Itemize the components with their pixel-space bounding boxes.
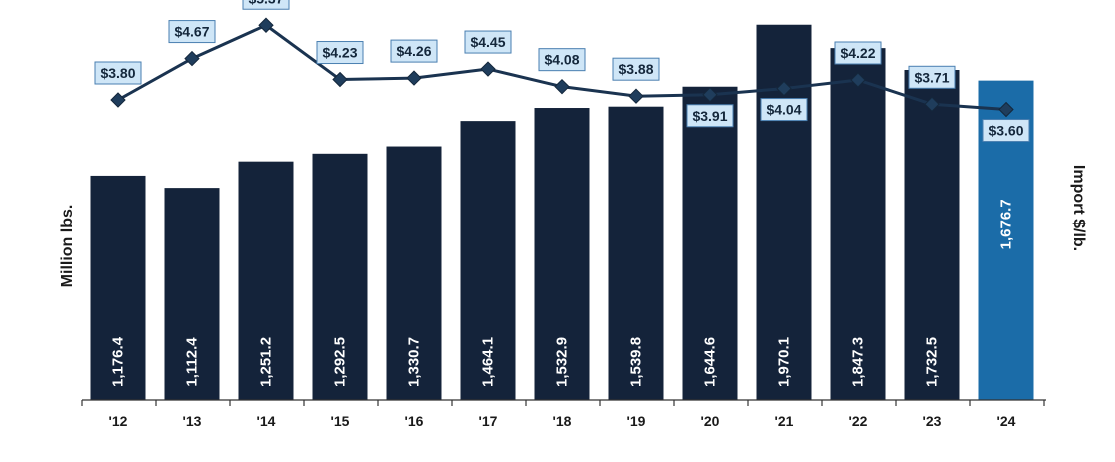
- bar-6: [534, 108, 590, 401]
- x-tick-label-10: '22: [849, 413, 868, 429]
- price-label-box-6: [538, 48, 586, 72]
- bar-7: [608, 106, 664, 400]
- price-label-6: $4.08: [544, 52, 579, 68]
- bar-0: [90, 175, 146, 400]
- price-label-box-12: [982, 119, 1030, 143]
- price-marker-9: [776, 80, 792, 97]
- price-label-4: $4.26: [396, 43, 431, 59]
- x-tick-label-12: '24: [997, 413, 1016, 429]
- price-marker-7: [628, 88, 644, 104]
- price-marker-11: [924, 96, 940, 112]
- price-label-box-1: [168, 20, 216, 44]
- price-marker-0: [110, 92, 126, 108]
- bar-value-label-8: 1,644.6: [702, 337, 719, 387]
- bar-value-label-3: 1,292.5: [332, 337, 349, 387]
- price-label-1: $4.67: [174, 24, 209, 40]
- price-label-box-11: [908, 65, 956, 89]
- price-label-box-9: [760, 98, 808, 122]
- price-label-7: $3.88: [618, 61, 653, 77]
- bar-value-label-9: 1,970.1: [776, 337, 793, 387]
- price-marker-3: [332, 71, 348, 88]
- bar-2: [238, 161, 294, 400]
- x-tick-label-8: '20: [701, 413, 720, 429]
- x-tick-label-2: '14: [257, 413, 276, 429]
- bar-value-label-0: 1,176.4: [110, 336, 127, 387]
- price-label-box-3: [316, 41, 364, 65]
- price-label-10: $4.22: [840, 45, 875, 61]
- x-tick-label-7: '19: [627, 413, 646, 429]
- x-axis: '12 '13 '14 '15 '16 '17 '18 '19 '20 '21 '22 '23 '24: [81, 399, 1046, 429]
- bar-value-label-2: 1,251.2: [258, 337, 275, 387]
- price-label-box-0: [94, 61, 142, 85]
- price-label-3: $4.23: [322, 45, 357, 61]
- price-line-layer: $3.80 $4.67 $5.37 $4.23 $4.26 $4.45 $4.08 $3.88…: [94, 0, 1030, 143]
- price-marker-8: [702, 87, 718, 103]
- bar-8: [682, 86, 738, 400]
- price-label-box-8: [686, 104, 734, 128]
- price-label-9: $4.04: [766, 102, 801, 118]
- bar-1: [164, 188, 220, 400]
- x-tick-label-1: '13: [183, 413, 202, 429]
- bar-value-label-7: 1,539.8: [628, 337, 645, 387]
- bar-value-label-12: 1,676.7: [998, 199, 1015, 249]
- price-label-box-10: [834, 41, 882, 65]
- price-label-2: $5.37: [248, 0, 283, 6]
- x-tick-label-9: '21: [775, 413, 794, 429]
- bar-4: [386, 146, 442, 400]
- price-marker-5: [480, 61, 496, 77]
- bar-value-label-5: 1,464.1: [480, 337, 497, 387]
- bar-11: [904, 70, 960, 400]
- price-marker-4: [406, 70, 422, 86]
- bars-layer: 1,176.4 1,112.4 1,251.2 1,292.5 1,330.7 1,464…: [90, 24, 1034, 401]
- bar-value-label-1: 1,112.4: [184, 337, 201, 387]
- price-label-11: $3.71: [914, 69, 949, 85]
- x-tick-label-6: '18: [553, 413, 572, 429]
- price-label-box-2: [242, 0, 290, 10]
- bar-10: [830, 48, 886, 401]
- price-label-5: $4.45: [470, 34, 505, 50]
- price-marker-12: [998, 101, 1014, 118]
- bar-value-label-4: 1,330.7: [406, 337, 423, 387]
- bar-5: [460, 121, 516, 400]
- price-label-12: $3.60: [988, 123, 1023, 139]
- x-tick-label-0: '12: [109, 413, 128, 429]
- bar-value-label-11: 1,732.5: [924, 337, 941, 387]
- price-label-box-7: [612, 57, 660, 81]
- bar-3: [312, 153, 368, 400]
- price-label-0: $3.80: [100, 65, 135, 81]
- price-marker-1: [184, 50, 200, 67]
- bar-value-label-10: 1,847.3: [850, 337, 867, 387]
- price-label-box-4: [390, 39, 438, 63]
- price-marker-2: [258, 17, 274, 33]
- price-marker-10: [850, 72, 866, 88]
- y2-axis-title: Import $/lb.: [1070, 165, 1087, 251]
- bar-value-label-6: 1,532.9: [554, 337, 571, 387]
- x-tick-label-5: '17: [479, 413, 498, 429]
- x-tick-label-3: '15: [331, 413, 350, 429]
- price-marker-6: [554, 78, 570, 95]
- x-tick-label-4: '16: [405, 413, 424, 429]
- price-label-8: $3.91: [692, 108, 727, 124]
- x-tick-label-11: '23: [923, 413, 942, 429]
- y-axis-title: Million lbs.: [59, 205, 76, 288]
- price-label-box-5: [464, 30, 512, 54]
